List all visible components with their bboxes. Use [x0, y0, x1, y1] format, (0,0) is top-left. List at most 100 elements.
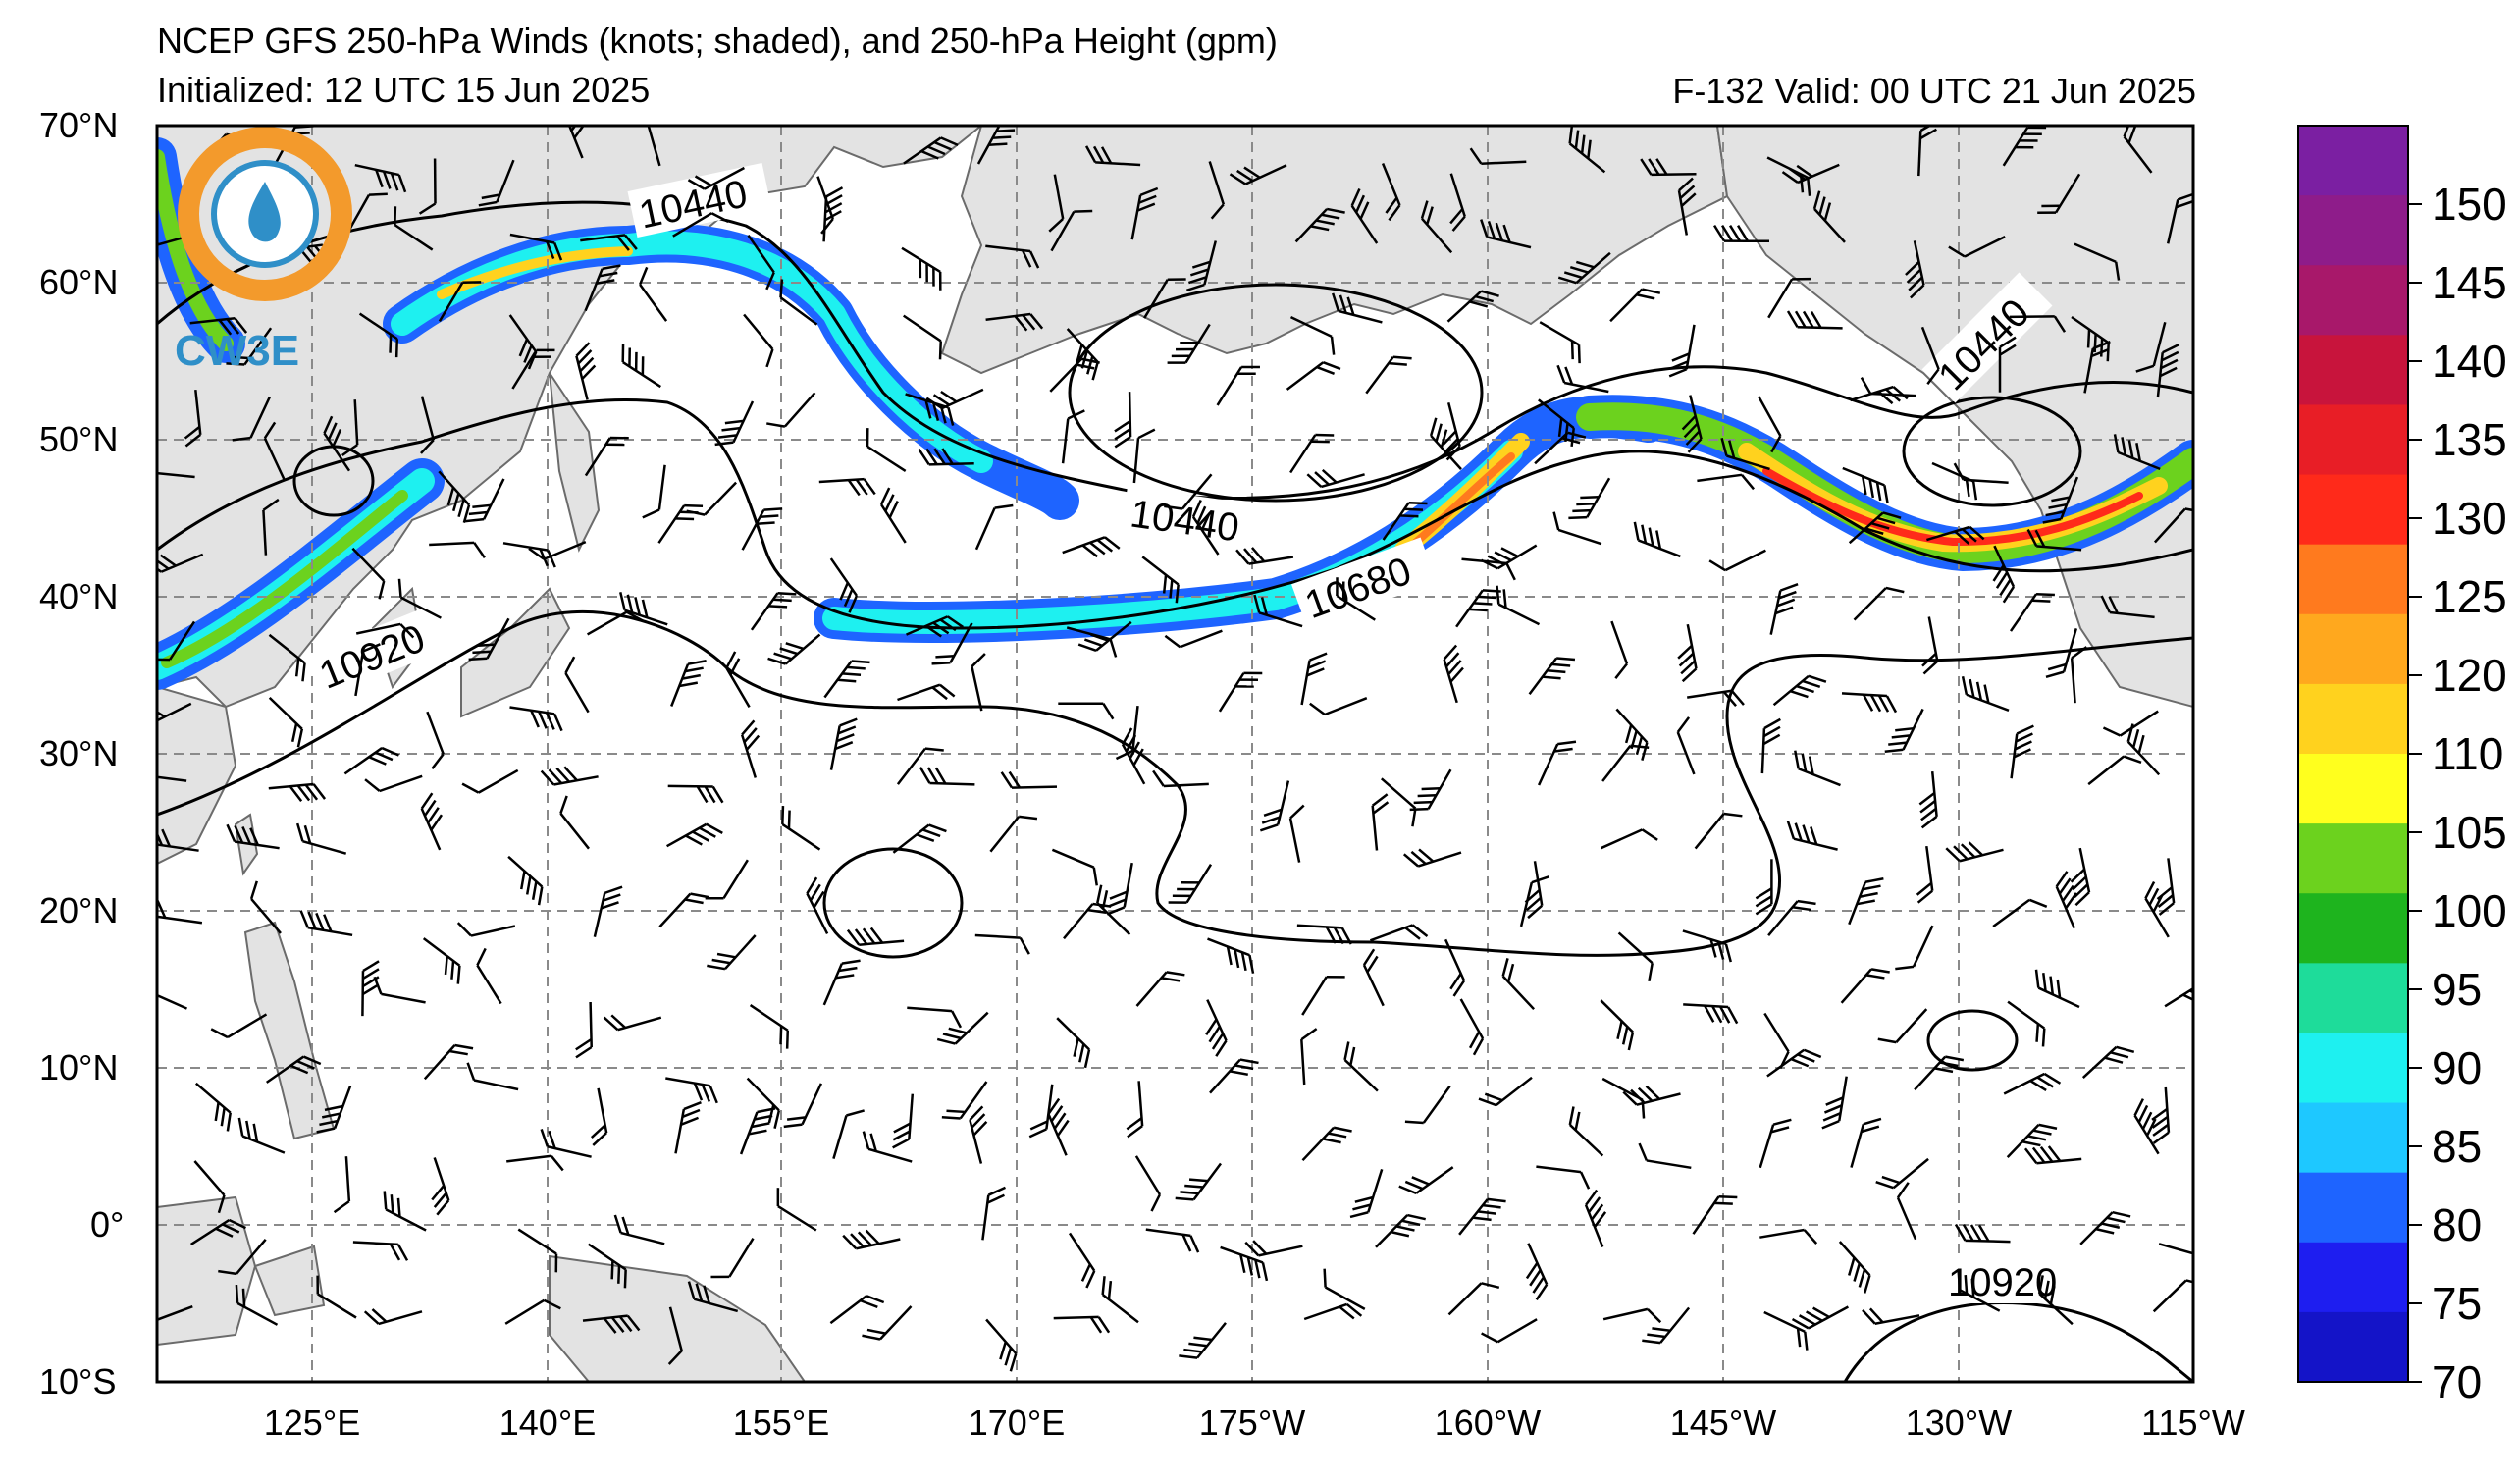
wind-barb: [1062, 536, 1121, 558]
wind-barb: [1712, 224, 1770, 243]
colorbar-segment: [2298, 1172, 2408, 1244]
lon-label: 155°E: [733, 1403, 829, 1443]
colorbar-segment: [2298, 1242, 2408, 1313]
wind-barb: [1528, 657, 1576, 696]
wind-barb: [829, 557, 859, 613]
wind-barb: [1769, 583, 1799, 635]
lat-label: 70°N: [39, 105, 118, 145]
wind-barb: [1096, 884, 1131, 936]
wind-barb: [590, 1087, 608, 1146]
wind-barb: [511, 348, 555, 390]
wind-barb: [842, 1229, 901, 1250]
wind-barb: [1601, 744, 1650, 782]
wind-barb: [1848, 511, 1902, 545]
water-drop-icon: [248, 182, 281, 242]
wind-barb: [1175, 1162, 1223, 1201]
wind-barb: [235, 1284, 279, 1326]
wind-barb: [936, 1011, 989, 1045]
wind-barb: [1602, 1307, 1662, 1324]
wind-barb: [1235, 547, 1294, 565]
wind-barb: [667, 784, 724, 804]
lat-label: 40°N: [39, 576, 118, 616]
wind-barb: [2007, 1000, 2046, 1047]
wind-barb: [1168, 864, 1213, 904]
wind-barb: [892, 1093, 915, 1149]
wind-barb: [2037, 173, 2081, 215]
colorbar-tick-label: 95: [2432, 964, 2482, 1015]
wind-barb: [674, 1100, 702, 1154]
wind-barb: [1668, 324, 1696, 378]
colorbar-segment: [2298, 474, 2408, 546]
wind-barb: [1916, 845, 1934, 904]
wind-barb: [354, 163, 407, 193]
wind-barb: [1443, 644, 1464, 704]
colorbar-segment: [2298, 126, 2408, 196]
wind-barb: [2010, 724, 2034, 779]
wind-barb: [2083, 341, 2111, 394]
wind-barb: [249, 880, 282, 934]
wind-barb: [1185, 240, 1218, 291]
wind-barb: [299, 910, 353, 937]
wind-barb: [1720, 437, 1770, 471]
initialized-time: Initialized: 12 UTC 15 Jun 2025: [157, 70, 651, 110]
lon-label: 175°W: [1199, 1403, 1305, 1443]
wind-barb: [355, 622, 415, 639]
wind-barb: [226, 823, 280, 850]
wind-barb: [687, 166, 745, 190]
wind-barb: [1061, 409, 1085, 464]
wind-barb: [1296, 924, 1352, 945]
wind-barb: [879, 487, 907, 544]
wind-barb: [818, 477, 876, 497]
colorbar-segment: [2298, 823, 2408, 894]
wind-barb: [157, 988, 188, 1010]
wind-barb: [2042, 476, 2079, 524]
colorbar-segment: [2298, 754, 2408, 824]
wind-barb: [1145, 1228, 1200, 1253]
wind-barb: [361, 960, 380, 1017]
wind-barb: [580, 234, 638, 251]
wind-barb: [1992, 898, 2048, 928]
wind-barb: [766, 392, 816, 428]
wind-barb: [1766, 1048, 1822, 1078]
wind-barb: [846, 927, 905, 946]
wind-barb: [1862, 1307, 1920, 1325]
wind-barb: [1289, 315, 1336, 355]
wind-barb: [1429, 417, 1462, 470]
wind-barb: [426, 711, 445, 769]
wind-barb: [2070, 646, 2088, 704]
wind-barb: [1306, 468, 1365, 489]
wind-barb: [613, 1214, 665, 1245]
wind-barb: [783, 1083, 823, 1129]
wind-barb: [1850, 1117, 1882, 1168]
lon-label: 125°E: [264, 1403, 360, 1443]
wind-barb: [832, 1109, 865, 1159]
wind-barb: [262, 498, 280, 556]
wind-barb: [1164, 473, 1213, 510]
wind-barb: [352, 1241, 409, 1261]
wind-barb: [509, 706, 563, 732]
wind-barb: [363, 1308, 423, 1326]
colorbar-tick-label: 75: [2432, 1278, 2482, 1329]
wind-barb: [1207, 937, 1255, 974]
colorbar-tick-label: 105: [2432, 807, 2507, 858]
wind-barb: [528, 540, 587, 560]
wind-barb: [710, 1238, 755, 1279]
wind-barb: [1931, 461, 1978, 501]
wind-barb: [540, 1129, 592, 1158]
wind-barb: [918, 448, 974, 466]
wind-barb: [1380, 777, 1417, 827]
wind-barb: [268, 633, 306, 682]
wind-barb: [218, 1238, 267, 1276]
wind-barb: [1179, 1322, 1227, 1359]
wind-barb: [1708, 549, 1766, 572]
wind-barb: [193, 1160, 226, 1214]
wind-barb: [714, 400, 755, 447]
wind-barb: [157, 899, 203, 925]
lat-label: 50°N: [39, 419, 118, 459]
colorbar-segment: [2298, 335, 2408, 405]
wind-barb: [1382, 501, 1428, 541]
wind-barb: [1677, 623, 1698, 683]
wind-barb: [1216, 365, 1260, 406]
wind-barb: [1300, 1028, 1318, 1086]
